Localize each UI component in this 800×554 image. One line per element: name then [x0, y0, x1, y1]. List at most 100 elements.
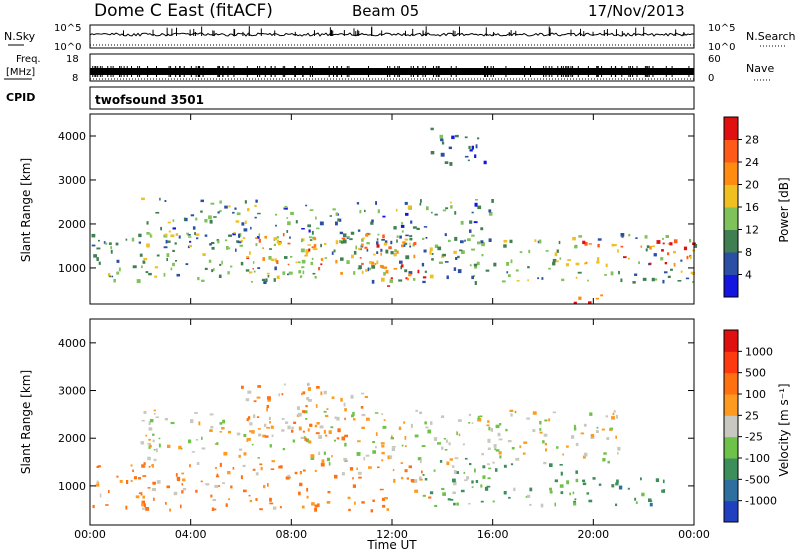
cpid-strip-frame [89, 86, 695, 110]
scatter-cell-1-4 [246, 418, 249, 422]
scatter-cell-0-1 [343, 233, 347, 238]
scatter-cell-0-1 [469, 220, 473, 224]
scatter-cell-1-1 [543, 433, 548, 437]
scatter-cell-0-1 [416, 227, 420, 230]
scatter-cell-0-1 [224, 205, 228, 209]
scatter-cell-1-0 [181, 472, 185, 475]
scatter-cell-1-0 [182, 478, 186, 482]
scatter-cell-1-2 [452, 478, 456, 483]
scatter-cell-0-0 [473, 274, 476, 277]
scatter-cell-1-0 [141, 500, 145, 505]
scatter-cell-0-6 [440, 152, 445, 157]
scatter-cell-0-2 [282, 233, 285, 237]
scatter-cell-0-1 [381, 239, 385, 241]
scatter-cell-0-1 [188, 236, 192, 238]
scatter-cell-0-0 [653, 253, 657, 257]
scatter-cell-1-1 [326, 457, 330, 462]
scatter-cell-1-4 [249, 430, 253, 433]
scatter-cell-1-1 [188, 439, 192, 444]
scatter-cell-1-1 [167, 444, 171, 448]
scatter-cell-0-3 [422, 276, 427, 279]
scatter-cell-1-1 [178, 445, 182, 450]
scatter-cell-1-3 [616, 479, 619, 484]
scatter-cell-1-2 [422, 494, 426, 497]
nsearch-tick-top: 10^5 [708, 23, 735, 34]
scatter-cell-1-0 [132, 469, 134, 472]
scatter-cell-0-0 [333, 249, 336, 253]
scatter-cell-1-1 [333, 439, 336, 442]
scatter-cell-1-0 [216, 473, 219, 477]
scatter-cell-0-0 [685, 277, 690, 280]
scatter-cell-1-0 [230, 485, 233, 489]
scatter-cell-1-0 [143, 503, 146, 508]
scatter-cell-0-0 [104, 242, 108, 245]
scatter-cell-1-2 [442, 492, 446, 496]
scatter-cell-1-4 [293, 421, 297, 424]
scatter-cell-1-4 [270, 425, 274, 429]
scatter-cell-1-4 [264, 435, 269, 438]
scatter-cell-0-2 [318, 267, 321, 271]
scatter-cell-1-0 [348, 508, 351, 512]
scatter-cell-1-1 [352, 411, 355, 416]
scatter-cell-0-1 [399, 235, 402, 239]
scatter-cell-1-0 [176, 476, 181, 480]
scatter-cell-0-0 [474, 281, 477, 285]
scatter-cell-0-0 [559, 257, 562, 260]
scatter-cell-0-0 [620, 233, 625, 237]
scatter-cell-0-1 [196, 237, 199, 240]
scatter-cell-0-0 [422, 280, 426, 284]
scatter-cell-1-1 [305, 438, 309, 443]
scatter-cell-1-4 [300, 436, 305, 439]
scatter-cell-0-0 [634, 273, 638, 276]
scatter-cell-0-1 [450, 205, 453, 209]
scatter-cell-1-1 [398, 426, 402, 430]
scatter-cell-0-1 [488, 212, 493, 216]
scatter-cell-1-0 [372, 499, 375, 502]
scatter-cell-1-1 [391, 447, 396, 452]
colorbar-swatch [724, 372, 738, 395]
scatter-cell-1-0 [152, 488, 156, 492]
scatter-cell-1-1 [194, 412, 198, 414]
scatter-cell-0-2 [341, 237, 346, 240]
scatter-cell-0-1 [244, 220, 247, 224]
scatter-cell-0-0 [239, 244, 244, 247]
scatter-cell-0-0 [320, 243, 322, 248]
scatter-cell-0-1 [384, 240, 388, 244]
scatter-cell-0-2 [393, 268, 398, 270]
scatter-cell-1-1 [310, 454, 315, 458]
scatter-cell-1-0 [400, 462, 404, 464]
scatter-cell-1-4 [325, 434, 328, 437]
scatter-cell-1-0 [141, 464, 144, 467]
scatter-cell-0-0 [172, 249, 175, 252]
scatter-cell-1-4 [308, 399, 312, 402]
scatter-cell-1-1 [191, 451, 195, 453]
power-y-ticks: 4000 3000 2000 1000 [58, 130, 694, 275]
scatter-cell-0-6 [464, 136, 468, 139]
scatter-cell-0-2 [252, 261, 255, 264]
scatter-cell-1-0 [382, 504, 386, 508]
colorbar-tick-label: 4 [745, 269, 752, 282]
scatter-cell-1-0 [361, 501, 365, 504]
scatter-cell-0-6 [474, 154, 477, 158]
scatter-cell-1-1 [486, 424, 490, 427]
scatter-cell-1-1 [223, 451, 228, 456]
scatter-cell-1-1 [353, 418, 356, 421]
scatter-cell-0-0 [501, 280, 506, 283]
scatter-cell-1-0 [259, 463, 263, 466]
scatter-cell-0-0 [218, 274, 222, 278]
scatter-cell-1-1 [615, 435, 617, 439]
scatter-cell-0-0 [474, 264, 478, 269]
scatter-cell-0-0 [164, 233, 168, 237]
scatter-cell-1-0 [152, 464, 154, 468]
scatter-cell-0-1 [243, 228, 248, 232]
scatter-cell-0-1 [471, 234, 475, 237]
scatter-cell-1-2 [449, 498, 454, 501]
scatter-cell-1-1 [443, 438, 446, 440]
scatter-cell-0-1 [410, 220, 413, 224]
nsky-tick-top: 10^5 [54, 23, 81, 34]
scatter-cell-1-1 [145, 434, 148, 437]
scatter-cell-0-1 [426, 206, 429, 211]
scatter-cell-0-1 [315, 216, 317, 220]
colorbar-swatch [724, 479, 738, 502]
scatter-cell-0-1 [208, 215, 212, 220]
